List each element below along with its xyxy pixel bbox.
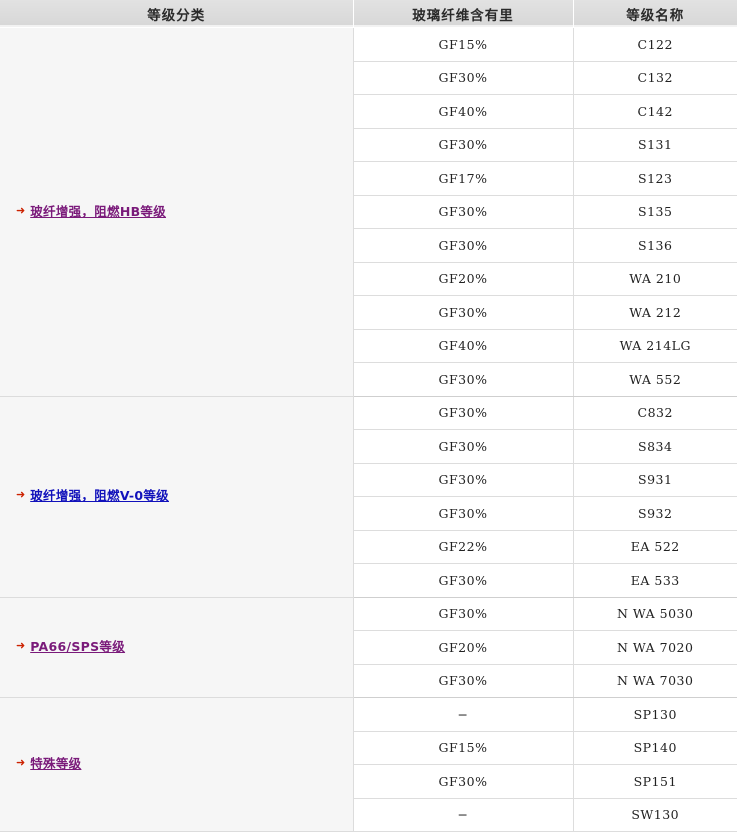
cell-grade-name: WA 210: [573, 262, 737, 296]
cell-grade-name: EA 533: [573, 563, 737, 598]
cell-glass-fiber-content: GF40%: [353, 94, 574, 129]
table-row: GF20% N WA 7020: [0, 630, 737, 665]
category-cell: ➜ PA66/SPS等级: [0, 597, 354, 698]
category-link[interactable]: 玻纤增强，阻燃HB等级: [30, 203, 167, 219]
cell-grade-name: WA 214LG: [573, 329, 737, 363]
cell-glass-fiber-content: GF30%: [353, 396, 574, 430]
table-row: GF30% S931: [0, 463, 737, 497]
cell-grade-name: N WA 5030: [573, 597, 737, 631]
cell-grade-name: N WA 7030: [573, 664, 737, 698]
table-row: ➜ 特殊等级 − SP130: [0, 697, 737, 832]
table-row: GF30% S136: [0, 228, 737, 263]
cell-glass-fiber-content: −: [353, 798, 574, 832]
cell-glass-fiber-content: GF20%: [353, 262, 574, 296]
table-body: ➜ 玻纤增强，阻燃HB等级 GF15% C122 GF30% C132 GF40% C142 G…: [0, 27, 737, 832]
cell-grade-name: S931: [573, 463, 737, 497]
cell-glass-fiber-content: GF15%: [353, 27, 574, 62]
category-link-wrapper: ➜ 玻纤增强，阻燃HB等级: [16, 204, 353, 220]
table-row: GF40% C142: [0, 94, 737, 129]
arrow-bullet-icon: ➜: [16, 640, 26, 653]
category-link-wrapper: ➜ 玻纤增强，阻燃V-0等级: [16, 488, 353, 504]
cell-glass-fiber-content: GF22%: [353, 530, 574, 564]
arrow-bullet-icon: ➜: [16, 757, 26, 770]
arrow-bullet-icon: ➜: [16, 204, 26, 217]
cell-grade-name: S932: [573, 496, 737, 531]
category-cell: ➜ 特殊等级: [0, 697, 354, 832]
cell-grade-name: WA 552: [573, 362, 737, 397]
cell-glass-fiber-content: GF40%: [353, 329, 574, 363]
table-row: GF15% SP140: [0, 731, 737, 765]
cell-glass-fiber-content: GF30%: [353, 664, 574, 698]
table-row: ➜ 玻纤增强，阻燃V-0等级 GF30% C832: [0, 396, 737, 598]
header-content: 玻璃纤维含有里: [352, 0, 573, 28]
table-row: GF30% C132: [0, 61, 737, 95]
cell-glass-fiber-content: GF30%: [353, 61, 574, 95]
arrow-bullet-icon: ➜: [16, 489, 26, 502]
table-row: ➜ 玻纤增强，阻燃HB等级 GF15% C122: [0, 27, 737, 397]
cell-grade-name: N WA 7020: [573, 630, 737, 665]
table-header: 等级分类 玻璃纤维含有里 等级名称: [0, 0, 737, 28]
table-row: GF30% SP151: [0, 764, 737, 799]
cell-glass-fiber-content: GF30%: [353, 295, 574, 330]
cell-grade-name: C122: [573, 27, 737, 62]
table-row: GF22% EA 522: [0, 530, 737, 564]
cell-grade-name: SP151: [573, 764, 737, 799]
cell-grade-name: S131: [573, 128, 737, 162]
table-row: ➜ PA66/SPS等级 GF30% N WA 5030: [0, 597, 737, 698]
table-row: GF20% WA 210: [0, 262, 737, 296]
cell-glass-fiber-content: GF30%: [353, 463, 574, 497]
header-name: 等级名称: [572, 0, 737, 28]
table-row: GF30% S135: [0, 195, 737, 229]
category-link-wrapper: ➜ 特殊等级: [16, 756, 353, 772]
cell-glass-fiber-content: GF30%: [353, 597, 574, 631]
cell-glass-fiber-content: GF30%: [353, 195, 574, 229]
cell-grade-name: C142: [573, 94, 737, 129]
category-link[interactable]: 特殊等级: [30, 756, 82, 772]
cell-grade-name: C132: [573, 61, 737, 95]
cell-glass-fiber-content: −: [353, 697, 574, 732]
cell-glass-fiber-content: GF15%: [353, 731, 574, 765]
cell-grade-name: EA 522: [573, 530, 737, 564]
cell-glass-fiber-content: GF30%: [353, 228, 574, 263]
cell-glass-fiber-content: GF30%: [353, 429, 574, 464]
table-row: GF17% S123: [0, 161, 737, 196]
table-row: GF30% WA 212: [0, 295, 737, 330]
category-cell: ➜ 玻纤增强，阻燃HB等级: [0, 27, 354, 397]
category-cell: ➜ 玻纤增强，阻燃V-0等级: [0, 396, 354, 598]
cell-grade-name: S135: [573, 195, 737, 229]
table-row: GF30% WA 552: [0, 362, 737, 397]
table-row: GF30% S131: [0, 128, 737, 162]
category-link[interactable]: PA66/SPS等级: [30, 639, 126, 655]
cell-grade-name: S834: [573, 429, 737, 464]
cell-glass-fiber-content: GF30%: [353, 362, 574, 397]
table-row: GF40% WA 214LG: [0, 329, 737, 363]
cell-glass-fiber-content: GF30%: [353, 764, 574, 799]
table-row: GF30% EA 533: [0, 563, 737, 598]
category-link[interactable]: 玻纤增强，阻燃V-0等级: [30, 488, 169, 504]
cell-grade-name: S136: [573, 228, 737, 263]
category-link-wrapper: ➜ PA66/SPS等级: [16, 639, 353, 655]
header-row: 等级分类 玻璃纤维含有里 等级名称: [0, 0, 737, 28]
cell-glass-fiber-content: GF17%: [353, 161, 574, 196]
cell-grade-name: C832: [573, 396, 737, 430]
table-row: GF30% S834: [0, 429, 737, 464]
table-row: GF30% N WA 7030: [0, 664, 737, 698]
cell-grade-name: SP130: [573, 697, 737, 732]
cell-glass-fiber-content: GF20%: [353, 630, 574, 665]
header-category: 等级分类: [0, 0, 353, 28]
cell-grade-name: S123: [573, 161, 737, 196]
cell-glass-fiber-content: GF30%: [353, 128, 574, 162]
cell-grade-name: SP140: [573, 731, 737, 765]
cell-glass-fiber-content: GF30%: [353, 563, 574, 598]
cell-grade-name: SW130: [573, 798, 737, 832]
cell-glass-fiber-content: GF30%: [353, 496, 574, 531]
cell-grade-name: WA 212: [573, 295, 737, 330]
table-row: GF30% S932: [0, 496, 737, 531]
